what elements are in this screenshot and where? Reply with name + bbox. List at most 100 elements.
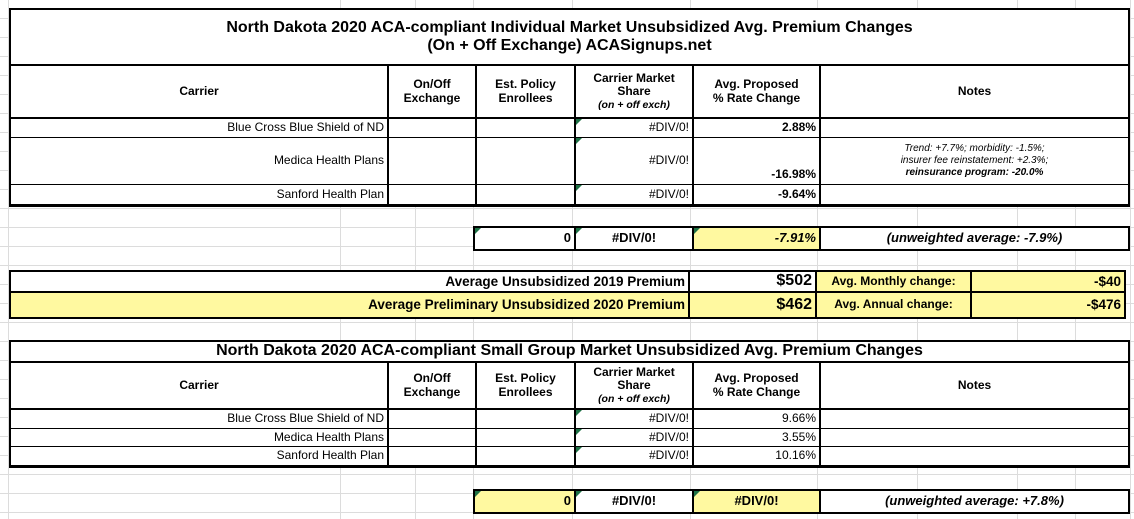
enrollees-total-cell[interactable]: 0 <box>475 491 574 512</box>
exchange-cell[interactable] <box>387 185 475 204</box>
enrollees-header-line1: Est. Policy <box>495 76 556 91</box>
market-share-cell[interactable]: #DIV/0! <box>574 429 692 447</box>
rate-change-cell[interactable]: 9.66% <box>692 410 819 429</box>
market-share-header-cell[interactable]: Carrier Market Share (on + off exch) <box>574 66 692 119</box>
notes-header-label: Notes <box>957 83 992 98</box>
rate-change-total-value: -7.91% <box>774 230 816 246</box>
enrollees-cell[interactable] <box>475 138 574 185</box>
notes-cell[interactable] <box>819 429 1128 447</box>
error-indicator-icon <box>576 138 582 144</box>
summary-value-cell[interactable]: $502 <box>688 272 815 293</box>
unweighted-average-cell[interactable]: (unweighted average: -7.9%) <box>819 228 1128 249</box>
notes-line: reinsurance program: -20.0% <box>905 167 1044 178</box>
market-share-total-cell[interactable]: #DIV/0! <box>574 228 692 249</box>
error-indicator-icon <box>576 228 582 234</box>
notes-cell[interactable] <box>819 447 1128 465</box>
premium-summary-block: Average Unsubsidized 2019 Premium $502 A… <box>9 270 1126 319</box>
exchange-cell[interactable] <box>387 429 475 447</box>
small-group-table: North Dakota 2020 ACA-compliant Small Gr… <box>9 340 1130 468</box>
gridline <box>572 0 573 519</box>
gridline <box>415 0 416 519</box>
exchange-header-line1: On/Off <box>413 370 451 385</box>
rate-change-total-cell[interactable]: -7.91% <box>692 228 819 249</box>
market-share-header-cell[interactable]: Carrier Market Share (on + off exch) <box>574 363 692 410</box>
annual-change-value-cell[interactable]: -$476 <box>970 293 1124 317</box>
enrollees-total-value: 0 <box>563 493 571 509</box>
individual-total-row: 0 #DIV/0! -7.91% (unweighted average: -7… <box>473 226 1130 251</box>
share-header-line2: Share <box>617 378 651 393</box>
market-share-cell[interactable]: #DIV/0! <box>574 185 692 204</box>
notes-line: Trend: +7.7%; morbidity: -1.5%; <box>904 143 1045 154</box>
exchange-cell[interactable] <box>387 138 475 185</box>
carrier-header-label: Carrier <box>179 83 219 98</box>
carrier-cell[interactable]: Blue Cross Blue Shield of ND <box>11 410 387 429</box>
market-share-cell[interactable]: #DIV/0! <box>574 119 692 138</box>
enrollees-header-cell[interactable]: Est. Policy Enrollees <box>475 66 574 119</box>
rate-header-line1: Avg. Proposed <box>714 76 799 91</box>
rate-change-cell[interactable]: 10.16% <box>692 447 819 465</box>
exchange-cell[interactable] <box>387 410 475 429</box>
exchange-cell[interactable] <box>387 447 475 465</box>
enrollees-total-cell[interactable]: 0 <box>475 228 574 249</box>
market-share-value: #DIV/0! <box>648 120 689 135</box>
rate-change-total-cell[interactable]: #DIV/0! <box>692 491 819 512</box>
gridline <box>340 0 341 519</box>
summary-label-cell[interactable]: Average Unsubsidized 2019 Premium <box>11 272 688 293</box>
individual-table-title-cell[interactable]: North Dakota 2020 ACA-compliant Individu… <box>11 10 1128 66</box>
exchange-header-line2: Exchange <box>403 384 461 399</box>
gridline <box>917 0 918 519</box>
share-header-line2: Share <box>617 84 651 99</box>
monthly-change-value-cell[interactable]: -$40 <box>970 272 1124 293</box>
enrollees-cell[interactable] <box>475 429 574 447</box>
enrollees-cell[interactable] <box>475 447 574 465</box>
notes-cell[interactable]: Trend: +7.7%; morbidity: -1.5%; insurer … <box>819 138 1128 185</box>
unweighted-average-cell[interactable]: (unweighted average: +7.8%) <box>819 491 1128 512</box>
small-group-total-row: 0 #DIV/0! #DIV/0! (unweighted average: +… <box>473 489 1130 514</box>
exchange-header-line1: On/Off <box>413 76 451 91</box>
market-share-total-cell[interactable]: #DIV/0! <box>574 491 692 512</box>
notes-cell[interactable] <box>819 185 1128 204</box>
error-indicator-icon <box>576 429 582 435</box>
notes-cell[interactable] <box>819 410 1128 429</box>
annual-change-label-cell[interactable]: Avg. Annual change: <box>815 293 970 317</box>
exchange-cell[interactable] <box>387 119 475 138</box>
rate-change-header-cell[interactable]: Avg. Proposed % Rate Change <box>692 66 819 119</box>
carrier-header-cell[interactable]: Carrier <box>11 363 387 410</box>
notes-cell[interactable] <box>819 119 1128 138</box>
summary-value-cell[interactable]: $462 <box>688 293 815 317</box>
exchange-header-cell[interactable]: On/Off Exchange <box>387 66 475 119</box>
market-share-cell[interactable]: #DIV/0! <box>574 410 692 429</box>
enrollees-header-cell[interactable]: Est. Policy Enrollees <box>475 363 574 410</box>
carrier-header-label: Carrier <box>179 377 219 392</box>
rate-change-cell[interactable]: -16.98% <box>692 138 819 185</box>
exchange-header-line2: Exchange <box>403 90 461 105</box>
carrier-cell[interactable]: Blue Cross Blue Shield of ND <box>11 119 387 138</box>
error-indicator-icon <box>576 447 582 453</box>
rate-change-cell[interactable]: 2.88% <box>692 119 819 138</box>
enrollees-cell[interactable] <box>475 410 574 429</box>
rate-change-cell[interactable]: -9.64% <box>692 185 819 204</box>
rate-change-cell[interactable]: 3.55% <box>692 429 819 447</box>
notes-header-cell[interactable]: Notes <box>819 363 1128 410</box>
carrier-cell[interactable]: Sanford Health Plan <box>11 185 387 204</box>
notes-header-cell[interactable]: Notes <box>819 66 1128 119</box>
small-group-title-cell[interactable]: North Dakota 2020 ACA-compliant Small Gr… <box>11 342 1128 363</box>
exchange-header-cell[interactable]: On/Off Exchange <box>387 363 475 410</box>
market-share-value: #DIV/0! <box>648 153 689 168</box>
enrollees-cell[interactable] <box>475 119 574 138</box>
market-share-cell[interactable]: #DIV/0! <box>574 447 692 465</box>
gridline <box>817 0 818 519</box>
summary-label-cell[interactable]: Average Preliminary Unsubsidized 2020 Pr… <box>11 293 688 317</box>
market-share-total-value: #DIV/0! <box>611 493 657 509</box>
carrier-cell[interactable]: Sanford Health Plan <box>11 447 387 465</box>
enrollees-cell[interactable] <box>475 185 574 204</box>
monthly-change-label-cell[interactable]: Avg. Monthly change: <box>815 272 970 293</box>
share-header-line1: Carrier Market <box>593 70 675 85</box>
gridline <box>1075 0 1076 519</box>
carrier-cell[interactable]: Medica Health Plans <box>11 429 387 447</box>
carrier-cell[interactable]: Medica Health Plans <box>11 138 387 185</box>
market-share-cell[interactable]: #DIV/0! <box>574 138 692 185</box>
rate-change-header-cell[interactable]: Avg. Proposed % Rate Change <box>692 363 819 410</box>
carrier-header-cell[interactable]: Carrier <box>11 66 387 119</box>
